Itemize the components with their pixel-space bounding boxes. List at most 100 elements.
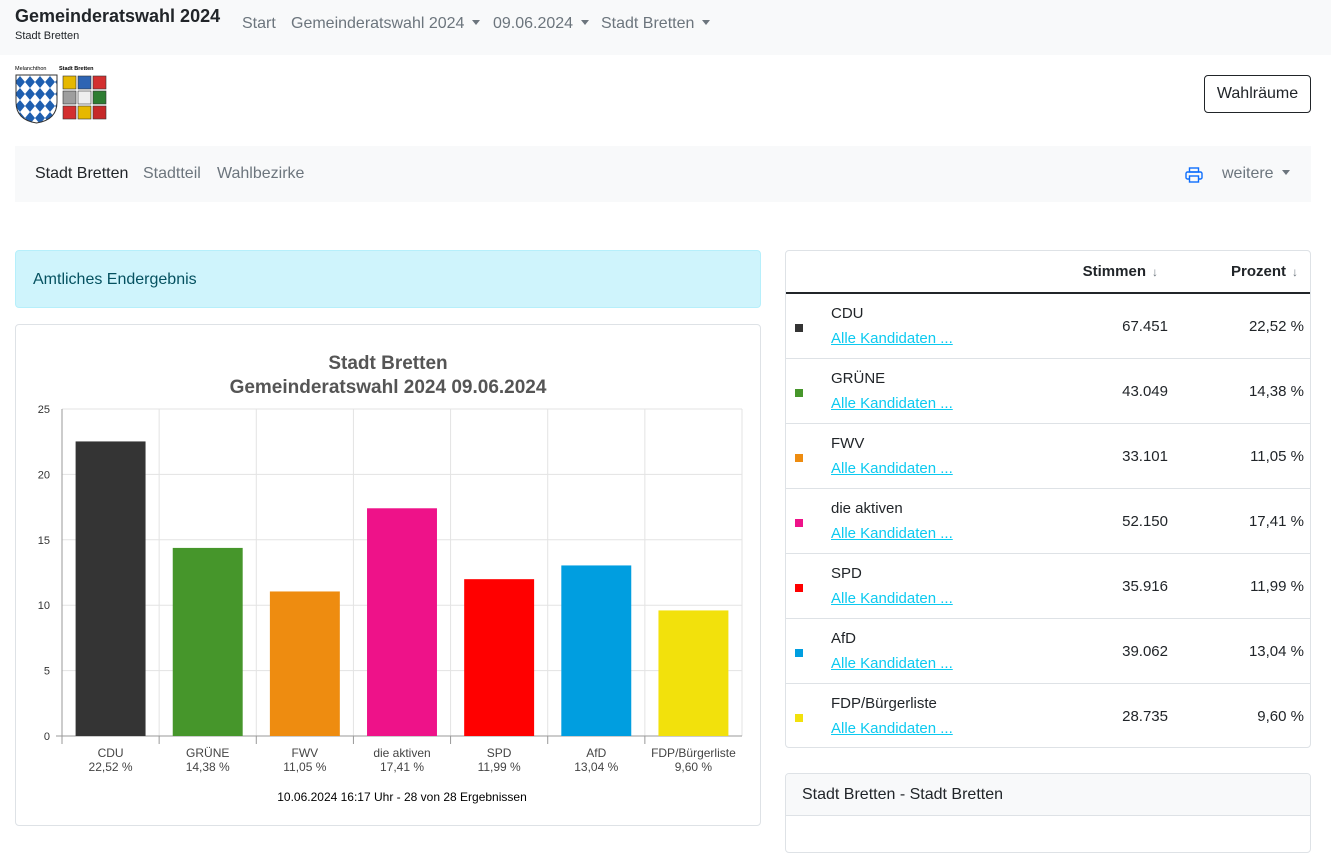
all-candidates-link[interactable]: Alle Kandidaten ... — [831, 460, 953, 477]
party-name: FWV — [831, 435, 865, 452]
more-dropdown[interactable]: weitere — [1222, 165, 1290, 183]
party-name: GRÜNE — [831, 370, 886, 387]
party-color-swatch — [795, 649, 803, 657]
y-tick-label: 15 — [38, 535, 50, 547]
area-details-header: Stadt Bretten - Stadt Bretten — [786, 774, 1310, 816]
more-label: weitere — [1222, 165, 1274, 182]
party-votes: 43.049 — [1122, 383, 1168, 400]
party-votes: 33.101 — [1122, 448, 1168, 465]
all-candidates-link[interactable]: Alle Kandidaten ... — [831, 330, 953, 347]
bar-fdp-b-rgerliste[interactable] — [658, 610, 729, 736]
city-logo: Melanchthon Stadt Bretten — [15, 64, 107, 124]
all-candidates-link[interactable]: Alle Kandidaten ... — [831, 525, 953, 542]
all-candidates-link[interactable]: Alle Kandidaten ... — [831, 720, 953, 737]
party-percent: 9,60 % — [1257, 708, 1304, 725]
y-tick-label: 20 — [38, 469, 50, 481]
nav-area-dropdown[interactable]: Stadt Bretten — [601, 15, 711, 33]
party-color-swatch — [795, 584, 803, 592]
area-details-card: Stadt Bretten - Stadt Bretten — [785, 773, 1311, 853]
bar-fwv[interactable] — [269, 591, 340, 736]
table-row: die aktiven Alle Kandidaten ... 52.150 17,4… — [786, 489, 1310, 554]
all-candidates-link[interactable]: Alle Kandidaten ... — [831, 395, 953, 412]
x-tick-label: CDU — [98, 746, 124, 760]
party-percent: 11,05 % — [1250, 448, 1304, 465]
party-percent: 17,41 % — [1248, 513, 1304, 530]
x-tick-sublabel: 9,60 % — [675, 760, 713, 774]
chart-title: Stadt Bretten — [328, 353, 447, 374]
party-name: SPD — [831, 565, 862, 582]
bar-cdu[interactable] — [75, 441, 146, 736]
chevron-down-icon — [702, 20, 711, 25]
party-votes: 35.916 — [1122, 578, 1168, 595]
table-row: GRÜNE Alle Kandidaten ... 43.049 14,38 % — [786, 359, 1310, 424]
results-chart-card: Stadt Bretten Gemeinderatswahl 2024 09.0… — [15, 324, 761, 826]
result-status-text: Amtliches Endergebnis — [33, 271, 197, 288]
subnav-item-wahlbezirke[interactable]: Wahlbezirke — [217, 165, 305, 182]
nav-date-label: 09.06.2024 — [493, 15, 574, 32]
result-status-alert: Amtliches Endergebnis — [15, 250, 761, 308]
party-color-swatch — [795, 389, 803, 397]
table-header-divider — [786, 292, 1310, 294]
x-tick-sublabel: 22,52 % — [89, 760, 133, 774]
party-votes: 39.062 — [1122, 643, 1168, 660]
brand-subtitle: Stadt Bretten — [15, 30, 80, 42]
print-icon[interactable] — [1185, 167, 1203, 183]
party-percent: 14,38 % — [1248, 383, 1304, 400]
table-row: FDP/Bürgerliste Alle Kandidaten ... 28.735… — [786, 684, 1310, 747]
bar-gr-ne[interactable] — [172, 547, 243, 736]
y-tick-label: 5 — [44, 666, 50, 678]
x-tick-label: AfD — [586, 746, 606, 760]
col-header-votes-label: Stimmen — [1082, 263, 1146, 280]
party-percent: 22,52 % — [1248, 318, 1304, 335]
x-tick-sublabel: 11,99 % — [478, 760, 521, 774]
y-tick-label: 10 — [38, 600, 50, 612]
logo-label-right: Stadt Bretten — [59, 66, 94, 72]
chevron-down-icon — [472, 20, 481, 25]
nav-date-dropdown[interactable]: 09.06.2024 — [493, 15, 590, 33]
top-navbar: Gemeinderatswahl 2024 Stadt Bretten Star… — [0, 0, 1331, 55]
party-color-swatch — [795, 714, 803, 722]
nav-start-label: Start — [242, 15, 276, 32]
x-tick-sublabel: 17,41 % — [380, 760, 424, 774]
party-name: FDP/Bürgerliste — [831, 695, 937, 712]
x-tick-sublabel: 14,38 % — [186, 760, 230, 774]
table-row: FWV Alle Kandidaten ... 33.101 11,05 % — [786, 424, 1310, 489]
bar-die-aktiven[interactable] — [367, 508, 437, 736]
area-details-title: Stadt Bretten - Stadt Bretten — [802, 786, 1003, 803]
nav-election-label: Gemeinderatswahl 2024 — [291, 15, 465, 32]
bar-spd[interactable] — [464, 579, 535, 736]
col-header-percent[interactable]: Prozent ↓ — [1231, 263, 1298, 280]
col-header-votes[interactable]: Stimmen ↓ — [1083, 263, 1158, 280]
wahlraeume-button[interactable]: Wahlräume — [1204, 75, 1311, 113]
x-tick-sublabel: 13,04 % — [574, 760, 618, 774]
x-tick-label: SPD — [487, 746, 512, 760]
nav-start[interactable]: Start — [242, 15, 276, 33]
table-row: CDU Alle Kandidaten ... 67.451 22,52 % — [786, 294, 1310, 359]
area-subnav: Stadt Bretten Stadtteil Wahlbezirke weit… — [15, 146, 1311, 202]
party-color-swatch — [795, 519, 803, 527]
party-percent: 11,99 % — [1250, 578, 1304, 595]
nav-election-dropdown[interactable]: Gemeinderatswahl 2024 — [291, 15, 481, 33]
party-color-swatch — [795, 454, 803, 462]
x-tick-label: FDP/Bürgerliste — [651, 746, 736, 760]
results-table: Stimmen ↓ Prozent ↓ CDU Alle Kandidaten ...… — [785, 250, 1311, 748]
logo-label-left: Melanchthon — [15, 66, 47, 72]
all-candidates-link[interactable]: Alle Kandidaten ... — [831, 655, 953, 672]
x-tick-label: die aktiven — [373, 746, 430, 760]
brand-title[interactable]: Gemeinderatswahl 2024 — [15, 6, 221, 26]
party-votes: 28.735 — [1122, 708, 1168, 725]
subnav-item-stadt[interactable]: Stadt Bretten — [35, 165, 129, 182]
chart-footer: 10.06.2024 16:17 Uhr - 28 von 28 Ergebni… — [277, 790, 527, 804]
x-tick-sublabel: 11,05 % — [283, 760, 326, 774]
all-candidates-link[interactable]: Alle Kandidaten ... — [831, 590, 953, 607]
y-tick-label: 25 — [38, 404, 50, 416]
subnav-item-stadtteil[interactable]: Stadtteil — [143, 165, 201, 182]
bar-afd[interactable] — [561, 565, 632, 736]
nav-area-label: Stadt Bretten — [601, 15, 695, 32]
y-tick-label: 0 — [44, 731, 50, 743]
chevron-down-icon — [581, 20, 590, 25]
party-name: die aktiven — [831, 500, 903, 517]
party-votes: 52.150 — [1122, 513, 1168, 530]
sort-arrow-icon: ↓ — [1152, 265, 1158, 279]
x-tick-label: FWV — [292, 746, 319, 760]
